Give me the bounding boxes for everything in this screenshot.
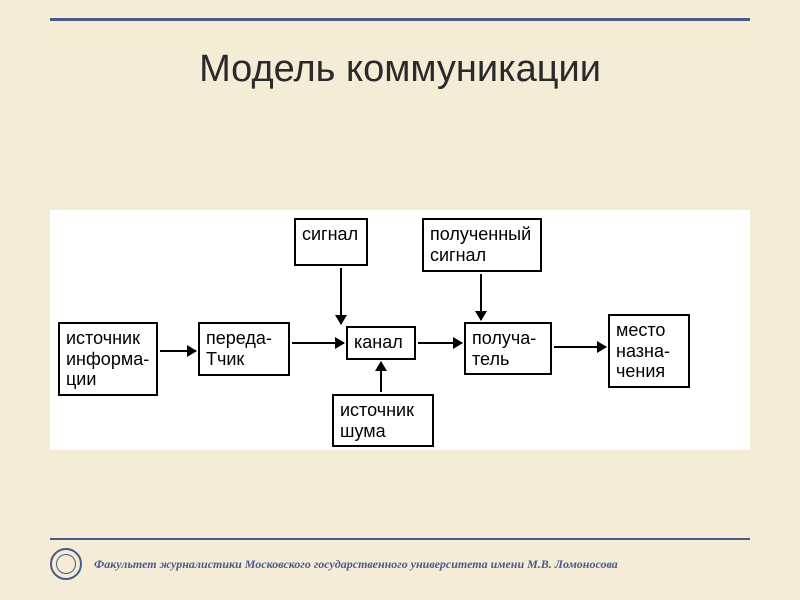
node-transmit: переда- Тчик xyxy=(198,322,290,376)
node-dest: место назна- чения xyxy=(608,314,690,388)
arrow-recv_sig-receiver xyxy=(480,274,482,320)
arrow-receiver-dest xyxy=(554,346,606,348)
arrow-channel-receiver xyxy=(418,342,462,344)
node-noise: источник шума xyxy=(332,394,434,447)
bottom-rule xyxy=(50,538,750,540)
node-source: источник информа- ции xyxy=(58,322,158,396)
arrow-noise-channel xyxy=(380,362,382,392)
node-channel: канал xyxy=(346,326,416,360)
arrow-transmit-channel xyxy=(292,342,344,344)
footer: Факультет журналистики Московского госуд… xyxy=(50,548,750,580)
arrow-signal-channel xyxy=(340,268,342,324)
footer-text: Факультет журналистики Московского госуд… xyxy=(94,557,618,572)
communication-diagram: источник информа- ции переда- Тчик сигнал к… xyxy=(50,210,750,450)
university-logo-icon xyxy=(50,548,82,580)
top-rule xyxy=(50,18,750,21)
node-recv_sig: полученный сигнал xyxy=(422,218,542,272)
node-receiver: получа- тель xyxy=(464,322,552,375)
page-title: Модель коммуникации xyxy=(0,48,800,91)
arrow-source-transmit xyxy=(160,350,196,352)
node-signal: сигнал xyxy=(294,218,368,266)
